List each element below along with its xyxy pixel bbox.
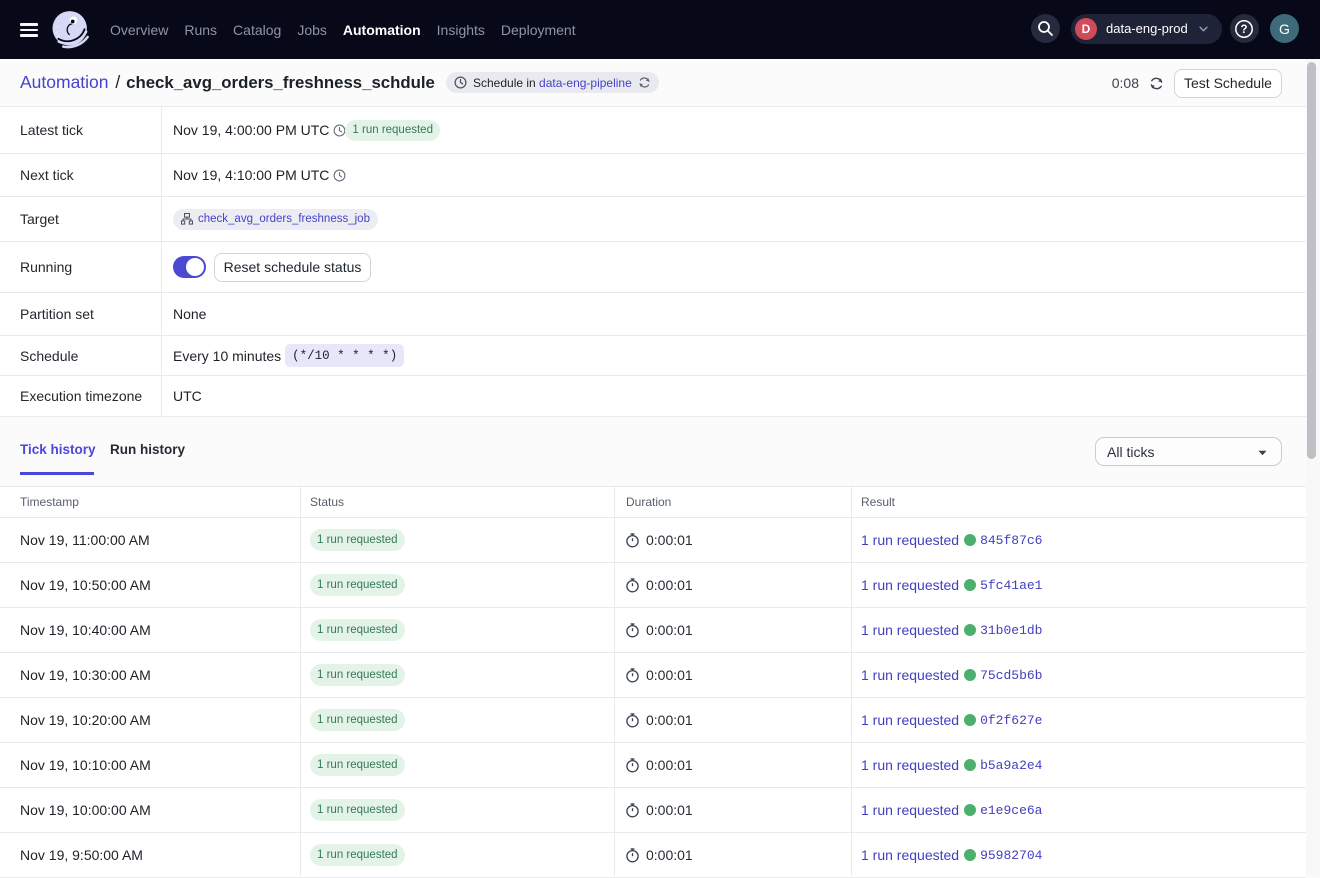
svg-text:?: ? — [1240, 24, 1247, 36]
